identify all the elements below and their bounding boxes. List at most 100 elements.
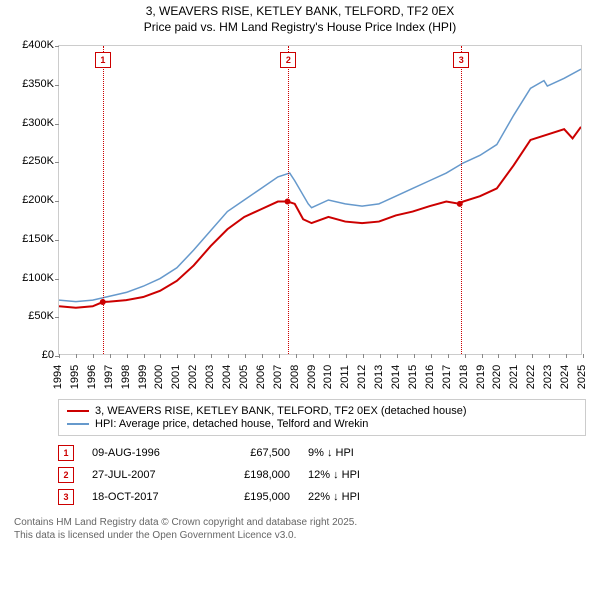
table-row: 318-OCT-2017£195,00022% ↓ HPI <box>58 486 586 508</box>
x-tick <box>431 354 432 358</box>
x-axis-label: 1994 <box>52 365 64 389</box>
x-axis-label: 1997 <box>103 365 115 389</box>
plot-region: 123 <box>58 45 582 355</box>
x-tick <box>380 354 381 358</box>
y-tick <box>55 317 59 318</box>
table-price: £67,500 <box>210 447 290 459</box>
x-tick <box>59 354 60 358</box>
x-axis-label: 2001 <box>170 365 182 389</box>
x-axis-label: 2009 <box>306 365 318 389</box>
y-axis-label: £50K <box>10 310 54 322</box>
x-axis-label: 2016 <box>424 365 436 389</box>
x-axis-label: 2025 <box>576 365 588 389</box>
event-marker: 1 <box>95 52 111 68</box>
x-axis-label: 2012 <box>356 365 368 389</box>
title-subtitle: Price paid vs. HM Land Registry's House … <box>0 20 600 36</box>
x-tick <box>329 354 330 358</box>
x-axis-label: 2022 <box>525 365 537 389</box>
y-axis-label: £200K <box>10 194 54 206</box>
x-tick <box>414 354 415 358</box>
x-axis-label: 2008 <box>289 365 301 389</box>
event-marker: 3 <box>453 52 469 68</box>
chart-area: 123 £0£50K£100K£150K£200K£250K£300K£350K… <box>10 45 590 393</box>
series-line-hpi <box>59 69 581 302</box>
table-price: £198,000 <box>210 469 290 481</box>
x-axis-label: 2017 <box>441 365 453 389</box>
x-tick <box>245 354 246 358</box>
x-tick <box>583 354 584 358</box>
x-tick <box>346 354 347 358</box>
y-axis-label: £400K <box>10 39 54 51</box>
x-axis-label: 2024 <box>559 365 571 389</box>
x-tick <box>144 354 145 358</box>
legend-swatch-price <box>67 410 89 412</box>
legend: 3, WEAVERS RISE, KETLEY BANK, TELFORD, T… <box>58 399 586 436</box>
x-tick <box>498 354 499 358</box>
x-axis-label: 2005 <box>238 365 250 389</box>
x-tick <box>127 354 128 358</box>
x-tick <box>76 354 77 358</box>
event-vline <box>461 46 462 354</box>
x-tick <box>177 354 178 358</box>
x-axis-label: 1995 <box>69 365 81 389</box>
table-marker: 1 <box>58 445 74 461</box>
x-axis-label: 2010 <box>322 365 334 389</box>
y-tick <box>55 46 59 47</box>
legend-row-price: 3, WEAVERS RISE, KETLEY BANK, TELFORD, T… <box>67 405 577 417</box>
x-axis-label: 2018 <box>458 365 470 389</box>
table-delta: 22% ↓ HPI <box>308 491 428 503</box>
x-axis-label: 2019 <box>475 365 487 389</box>
y-axis-label: £0 <box>10 349 54 361</box>
x-axis-label: 2007 <box>272 365 284 389</box>
footer-line2: This data is licensed under the Open Gov… <box>14 529 586 542</box>
x-tick <box>296 354 297 358</box>
legend-swatch-hpi <box>67 423 89 425</box>
legend-label-price: 3, WEAVERS RISE, KETLEY BANK, TELFORD, T… <box>95 405 467 417</box>
x-axis-label: 1999 <box>137 365 149 389</box>
x-tick <box>262 354 263 358</box>
x-axis-label: 2000 <box>153 365 165 389</box>
y-tick <box>55 124 59 125</box>
event-vline <box>288 46 289 354</box>
table-date: 27-JUL-2007 <box>92 469 192 481</box>
x-tick <box>228 354 229 358</box>
x-axis-label: 2014 <box>390 365 402 389</box>
chart-title-block: 3, WEAVERS RISE, KETLEY BANK, TELFORD, T… <box>0 0 600 37</box>
x-axis-label: 2011 <box>339 365 351 389</box>
x-axis-label: 2020 <box>491 365 503 389</box>
x-axis-label: 2004 <box>221 365 233 389</box>
y-tick <box>55 279 59 280</box>
x-tick <box>363 354 364 358</box>
table-row: 227-JUL-2007£198,00012% ↓ HPI <box>58 464 586 486</box>
legend-row-hpi: HPI: Average price, detached house, Telf… <box>67 418 577 430</box>
event-vline <box>103 46 104 354</box>
y-axis-label: £250K <box>10 155 54 167</box>
x-axis-label: 1996 <box>86 365 98 389</box>
x-tick <box>566 354 567 358</box>
title-address: 3, WEAVERS RISE, KETLEY BANK, TELFORD, T… <box>0 4 600 20</box>
table-delta: 9% ↓ HPI <box>308 447 428 459</box>
y-axis-label: £150K <box>10 233 54 245</box>
x-tick <box>532 354 533 358</box>
table-marker: 2 <box>58 467 74 483</box>
x-tick <box>110 354 111 358</box>
x-axis-label: 2013 <box>373 365 385 389</box>
footer-line1: Contains HM Land Registry data © Crown c… <box>14 516 586 529</box>
x-tick <box>397 354 398 358</box>
x-axis-label: 2021 <box>508 365 520 389</box>
y-tick <box>55 85 59 86</box>
x-tick <box>549 354 550 358</box>
x-tick <box>194 354 195 358</box>
x-tick <box>279 354 280 358</box>
table-marker: 3 <box>58 489 74 505</box>
x-axis-label: 2006 <box>255 365 267 389</box>
event-table: 109-AUG-1996£67,5009% ↓ HPI227-JUL-2007£… <box>58 442 586 508</box>
x-tick <box>93 354 94 358</box>
x-tick <box>482 354 483 358</box>
series-line-price_paid <box>59 127 581 308</box>
x-tick <box>448 354 449 358</box>
y-axis-label: £300K <box>10 117 54 129</box>
x-tick <box>313 354 314 358</box>
y-axis-label: £350K <box>10 78 54 90</box>
y-tick <box>55 240 59 241</box>
